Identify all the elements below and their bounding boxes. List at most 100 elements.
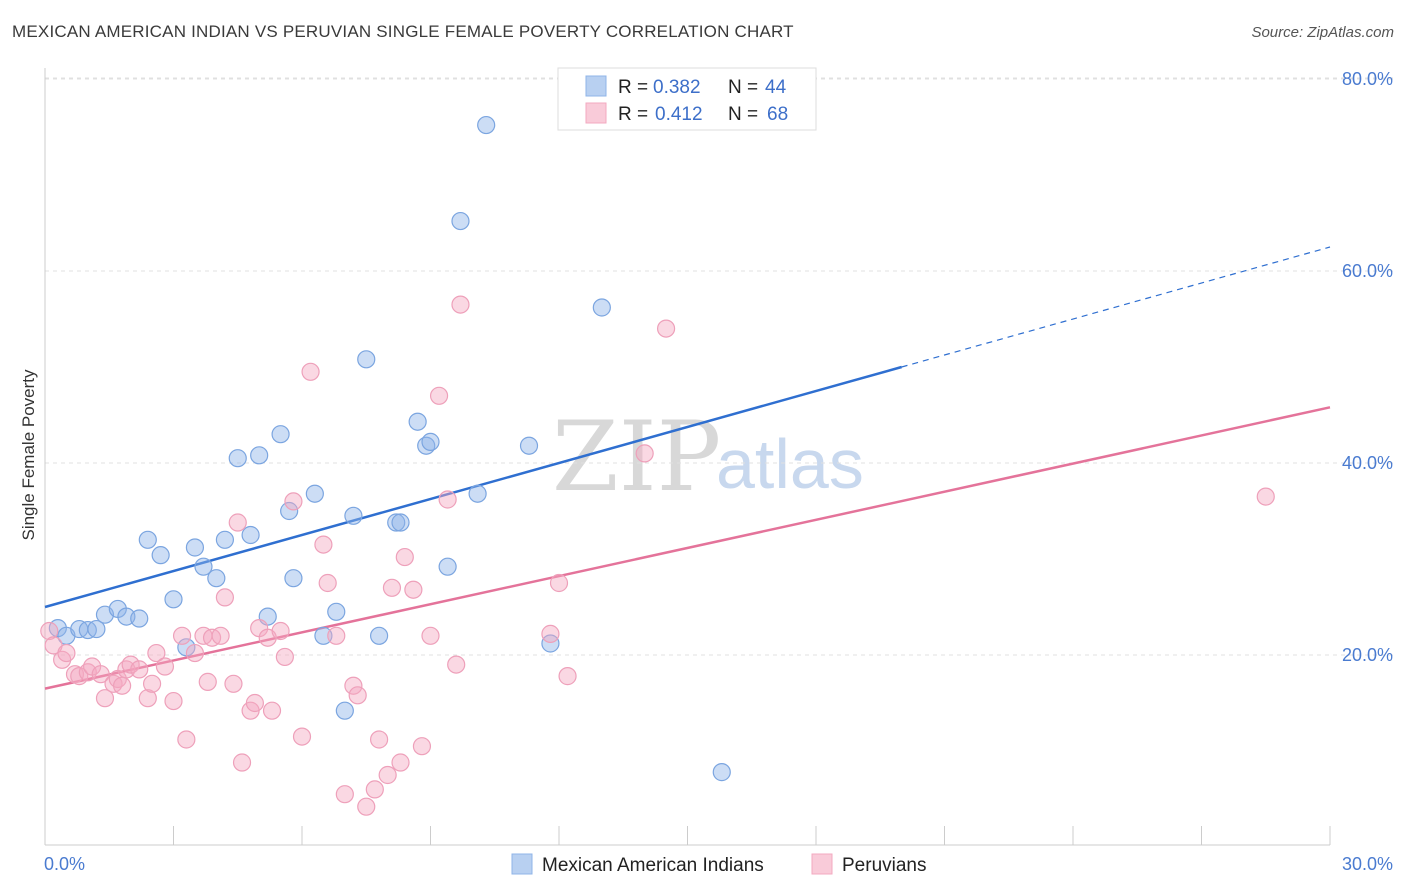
point-mexican-american-indians [335,701,354,720]
bottom-legend-swatch-blue [511,853,533,875]
point-mexican-american-indians [284,569,303,588]
point-peruvians [164,691,183,711]
point-peruvians [198,672,217,691]
point-mexican-american-indians [370,626,389,645]
point-mexican-american-indians [130,609,149,628]
point-peruvians [138,689,157,708]
point-mexican-american-indians [344,506,363,525]
point-peruvians [301,362,320,381]
point-peruvians [344,676,363,695]
gridlines [45,77,1393,656]
x-tick-label: 30.0% [1342,854,1393,874]
watermark-atlas: atlas [716,425,864,503]
point-mexican-american-indians [477,115,496,135]
point-peruvians [378,765,397,785]
legend-n-value-2: 68 [767,104,788,125]
point-peruvians [335,785,354,804]
point-peruvians [558,667,577,686]
point-peruvians [284,492,303,511]
point-mexican-american-indians [519,436,539,455]
point-mexican-american-indians [271,425,290,444]
point-peruvians [404,580,423,599]
point-peruvians [271,621,290,641]
point-mexican-american-indians [451,211,470,231]
point-peruvians [215,588,234,607]
chart-title: MEXICAN AMERICAN INDIAN VS PERUVIAN SING… [12,22,794,41]
point-mexican-american-indians [357,350,376,369]
y-tick-label: 60.0% [1342,261,1393,281]
point-peruvians [370,730,389,749]
point-mexican-american-indians [387,513,406,532]
data-points [40,115,1275,816]
point-peruvians [121,655,140,674]
legend-r-value-1: 0.382 [653,77,701,98]
point-mexican-american-indians [280,501,299,521]
bottom-legend-label-blue: Mexican American Indians [542,855,764,876]
point-mexican-american-indians [327,602,346,621]
y-axis-label: Single Female Poverty [19,369,38,541]
point-mexican-american-indians [207,569,226,588]
point-peruvians [172,626,192,645]
point-peruvians [142,674,162,693]
legend-box: R = 0.382 N = 44 R = 0.412 N = 68 [557,67,817,131]
point-mexican-american-indians [228,449,247,468]
point-peruvians [147,643,166,663]
point-peruvians [541,624,560,643]
point-peruvians [57,643,76,663]
point-mexican-american-indians [215,530,234,549]
point-mexican-american-indians [408,412,427,431]
legend-n-label-2: N = [728,104,758,125]
trend-line-pink [44,406,1331,690]
tick-labels: 20.0% 40.0% 60.0% 80.0% 0.0% 30.0% [44,69,1393,874]
point-peruvians [391,753,410,772]
y-tick-label: 80.0% [1342,69,1393,89]
legend-swatch-blue [585,75,607,97]
point-peruvians [262,701,282,720]
point-mexican-american-indians [541,634,560,653]
point-peruvians [275,647,294,667]
point-mexican-american-indians [712,763,731,782]
trend-line-blue-projection [901,246,1331,368]
point-peruvians [1256,487,1275,506]
legend-r-label-2: R = [618,104,648,125]
bottom-legend-label-pink: Peruvians [842,855,927,876]
point-peruvians [429,386,449,405]
point-peruvians [95,689,115,708]
point-peruvians [185,643,205,663]
bottom-legend: Mexican American Indians Peruvians [511,853,927,876]
point-peruvians [451,295,470,314]
point-peruvians [421,626,440,645]
chart-source: Source: ZipAtlas.com [1251,24,1394,41]
bottom-legend-swatch-pink [811,853,833,875]
point-mexican-american-indians [391,513,410,532]
point-mexican-american-indians [468,484,487,503]
point-peruvians [348,686,367,705]
point-mexican-american-indians [592,298,611,317]
point-peruvians [357,797,376,816]
point-peruvians [155,657,175,676]
point-mexican-american-indians [185,538,205,557]
point-mexican-american-indians [314,626,333,645]
point-mexican-american-indians [438,557,457,576]
y-tick-label: 40.0% [1342,453,1393,473]
legend-r-label-1: R = [618,77,648,98]
point-mexican-american-indians [194,557,213,576]
point-peruvians [70,667,89,686]
legend-r-value-2: 0.412 [655,104,703,125]
point-peruvians [438,490,457,509]
point-peruvians [382,578,402,597]
point-peruvians [447,655,466,674]
point-peruvians [91,665,110,684]
point-peruvians [365,780,384,799]
point-peruvians [232,753,252,772]
legend-swatch-pink [585,102,607,124]
point-peruvians [395,547,414,567]
legend-n-label-1: N = [728,77,758,98]
point-peruvians [224,674,243,693]
point-peruvians [130,660,149,679]
point-mexican-american-indians [87,619,106,639]
point-peruvians [314,535,333,554]
point-peruvians [327,626,346,645]
x-tick-label: 0.0% [44,854,85,874]
